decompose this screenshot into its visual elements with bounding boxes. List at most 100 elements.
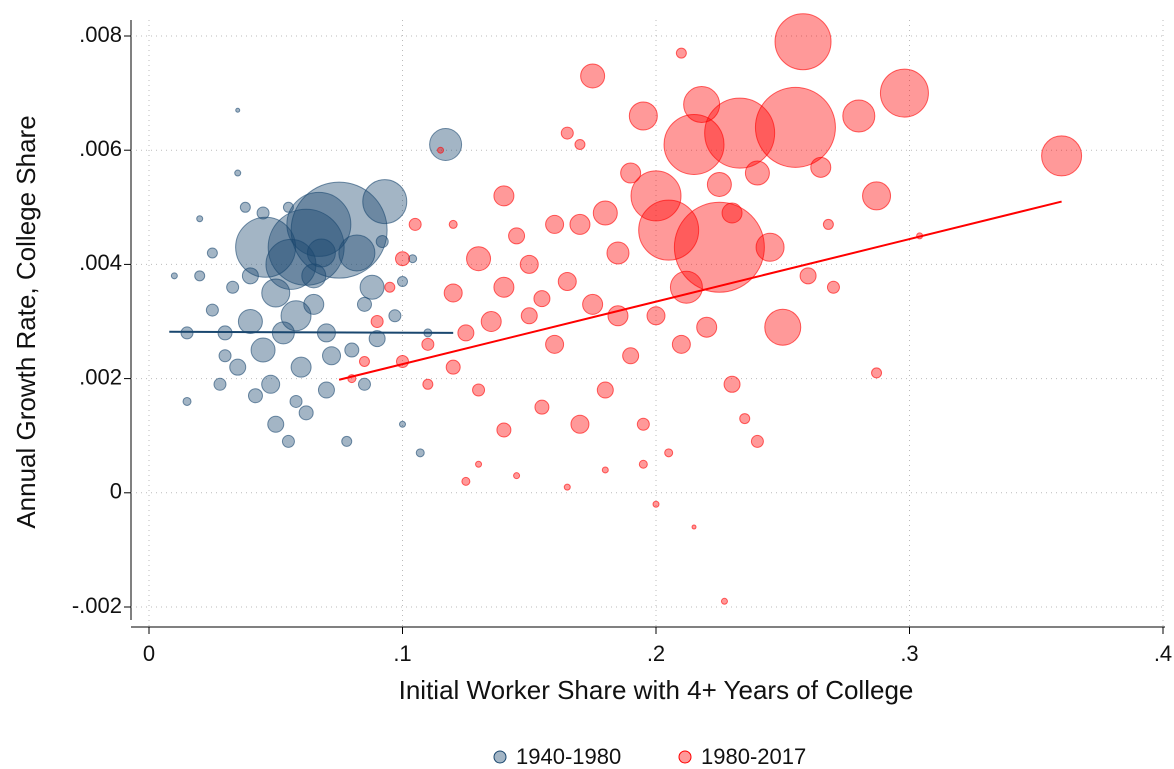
bubble: [261, 278, 291, 308]
bubble: [671, 334, 691, 354]
bubble: [370, 315, 384, 328]
bubble: [557, 272, 577, 292]
bubble: [358, 355, 370, 367]
bubble: [871, 367, 883, 379]
bubble: [744, 160, 770, 186]
bubble: [508, 227, 526, 245]
bubble: [213, 377, 227, 391]
bubble: [596, 381, 614, 399]
bubble: [592, 200, 618, 226]
x-axis-label: Initial Worker Share with 4+ Years of Co…: [399, 675, 914, 705]
bubble: [582, 293, 604, 315]
bubble: [696, 316, 718, 338]
bubble: [338, 234, 376, 272]
bubble: [235, 216, 297, 278]
bubble: [267, 415, 285, 433]
legend-label: 1980-2017: [701, 744, 806, 769]
bubble: [205, 303, 219, 317]
bubble: [754, 86, 836, 168]
bubble: [683, 86, 721, 124]
bubble: [720, 597, 728, 605]
bubble: [513, 472, 521, 480]
bubble: [750, 434, 764, 448]
bubble: [429, 127, 463, 161]
bubble: [560, 126, 574, 140]
bubble: [226, 280, 240, 294]
bubble: [234, 169, 242, 177]
bubble: [408, 254, 418, 264]
bubble: [472, 383, 486, 397]
y-tick-label: .006: [79, 136, 122, 161]
bubble: [652, 500, 660, 508]
bubble: [218, 349, 232, 363]
bubble: [574, 138, 586, 150]
bubble: [235, 107, 241, 113]
bubble: [879, 68, 929, 118]
bubble: [408, 217, 422, 231]
bubble: [359, 274, 385, 300]
x-tick-label: 0: [143, 641, 155, 666]
bubble: [356, 296, 372, 312]
bubble: [669, 270, 703, 304]
bubble: [862, 181, 892, 211]
bubble: [480, 311, 502, 332]
bubble: [638, 459, 648, 469]
bubble: [545, 334, 565, 354]
bubble: [664, 448, 674, 458]
bubble: [519, 254, 539, 274]
fit-line: [338, 200, 1062, 381]
bubble: [622, 347, 640, 365]
bubble: [290, 356, 312, 378]
bubble: [1041, 135, 1083, 177]
bubble: [306, 238, 336, 268]
bubble: [445, 359, 461, 375]
bubble: [493, 185, 515, 207]
y-tick-label: .004: [79, 250, 122, 275]
bubble: [721, 202, 743, 224]
bubble: [755, 232, 785, 262]
y-tick-label: -.002: [72, 593, 122, 618]
bubble: [344, 342, 360, 358]
bubble: [281, 434, 295, 448]
bubble: [362, 179, 408, 225]
bubble: [706, 171, 732, 197]
x-tick-label: .1: [393, 641, 411, 666]
bubble: [606, 241, 630, 265]
bubble: [341, 435, 353, 447]
bubble: [241, 267, 259, 285]
bubble: [533, 290, 551, 308]
bubble: [421, 337, 435, 351]
bubble: [826, 280, 840, 294]
x-tick-label: .2: [647, 641, 665, 666]
bubble: [673, 201, 765, 293]
bubble: [282, 201, 294, 213]
bubble: [237, 309, 263, 334]
bubble: [194, 270, 206, 282]
y-axis-label: Annual Growth Rate, College Share: [11, 115, 41, 528]
bubble: [496, 422, 512, 438]
bubble: [261, 374, 281, 394]
bubble: [601, 466, 609, 474]
legend-marker: [678, 750, 692, 764]
bubble: [375, 235, 389, 249]
bubble: [357, 377, 371, 391]
bubble: [822, 218, 834, 230]
bubble: [368, 330, 386, 348]
bubble: [399, 420, 406, 428]
bubble: [466, 246, 492, 272]
bubble: [764, 308, 802, 346]
bubble: [196, 215, 204, 223]
bubble: [448, 219, 458, 229]
bubble: [303, 293, 325, 315]
bubble: [675, 47, 687, 59]
bubble: [250, 337, 276, 363]
bubble: [301, 263, 327, 289]
bubble: [638, 199, 700, 261]
bubble: [563, 483, 571, 491]
bubble: [437, 146, 445, 154]
bubble: [620, 162, 642, 184]
bubble: [774, 13, 832, 71]
bubble: [397, 276, 408, 288]
bubble: [580, 63, 606, 89]
